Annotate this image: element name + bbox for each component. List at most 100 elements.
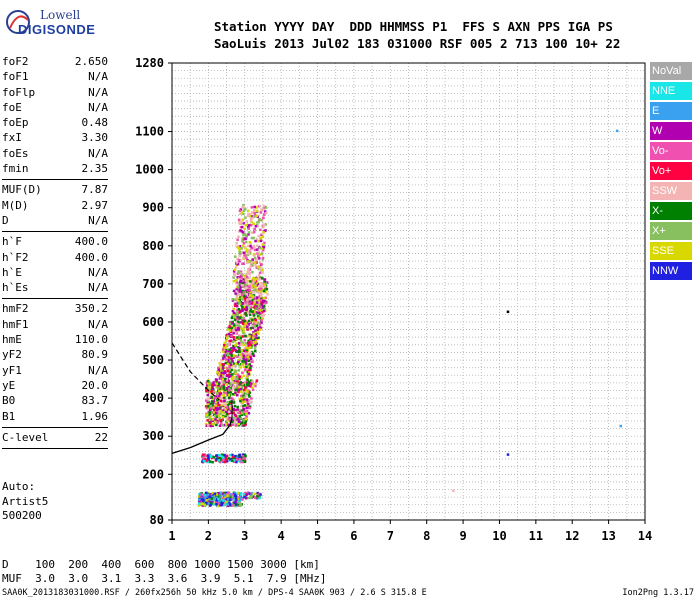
echo-point [206, 381, 210, 385]
echo-point [217, 403, 221, 407]
echo-point [261, 258, 265, 261]
echo-point [254, 329, 257, 332]
echo-point [204, 501, 208, 505]
echo-point [242, 294, 246, 298]
echo-point [206, 405, 210, 408]
echo-point [210, 406, 213, 410]
echo-point [251, 304, 254, 308]
echo-point [249, 355, 252, 359]
y-tick-label: 900 [142, 201, 164, 215]
echo-point [238, 334, 241, 337]
echo-point [248, 406, 252, 410]
echo-point [248, 285, 251, 289]
echo-point [240, 304, 243, 307]
echo-point [231, 381, 234, 384]
echo-point [228, 503, 232, 507]
echo-point [200, 495, 204, 499]
echo-point [227, 406, 230, 410]
echo-point [207, 456, 210, 459]
echo-point [232, 313, 235, 316]
echo-point [218, 499, 222, 503]
echo-point [236, 375, 240, 378]
echo-point [237, 235, 240, 239]
echo-point [214, 419, 217, 423]
echo-point [241, 352, 245, 356]
param-row: B0 83.7 [2, 394, 108, 409]
echo-point [242, 245, 246, 248]
echo-point [244, 283, 247, 287]
echo-point [245, 493, 249, 496]
param-row: foEs N/A [2, 147, 108, 162]
echo-point [239, 229, 242, 232]
echo-point [250, 364, 253, 368]
param-value: 2.97 [81, 198, 109, 212]
echo-point [225, 423, 228, 427]
echo-point [241, 206, 244, 209]
echo-point [243, 346, 247, 350]
echo-point [234, 408, 237, 412]
echo-point [253, 227, 256, 231]
echo-point [253, 334, 256, 338]
param-value: N/A [88, 100, 108, 114]
param-label: B1 [2, 409, 16, 423]
echo-point [264, 290, 267, 294]
echo-point [228, 329, 232, 332]
echo-point [239, 285, 243, 288]
echo-point [242, 209, 246, 213]
echo-point [244, 356, 248, 360]
echo-point [234, 388, 237, 391]
echo-point [237, 270, 240, 273]
echo-point [235, 498, 238, 501]
echo-point [250, 302, 254, 305]
echo-point [234, 292, 237, 295]
echo-point [218, 494, 221, 497]
echo-point [201, 456, 205, 460]
echo-point [238, 250, 242, 254]
echo-point [261, 285, 264, 288]
echo-point [253, 343, 257, 347]
echo-point [246, 226, 250, 229]
echo-point [227, 491, 231, 495]
echo-point [234, 370, 237, 373]
echo-point [235, 295, 238, 298]
x-tick-label: 1 [168, 529, 175, 543]
echo-point [236, 496, 239, 499]
echo-point [207, 390, 210, 393]
echo-point [216, 502, 220, 506]
param-value: N/A [88, 363, 108, 377]
echo-point [231, 459, 234, 463]
echo-point [223, 366, 227, 370]
echo-point [252, 285, 256, 288]
echo-point [248, 363, 251, 366]
echo-point [217, 414, 221, 417]
param-label: yF1 [2, 363, 22, 377]
echo-point [247, 341, 251, 344]
echo-point [241, 308, 244, 312]
echo-point [262, 248, 265, 252]
param-row: foF1 N/A [2, 70, 108, 85]
param-value: N/A [88, 213, 108, 227]
echo-point [226, 401, 230, 404]
echo-point [259, 276, 262, 279]
param-label: hmF2 [2, 302, 29, 316]
echo-point [249, 366, 252, 370]
echo-point [256, 244, 259, 247]
param-row: fmin 2.35 [2, 162, 108, 177]
echo-point [232, 364, 236, 368]
echo-point [224, 493, 228, 496]
param-label: fmin [2, 162, 29, 176]
echo-point [206, 403, 210, 406]
echo-point [249, 339, 252, 343]
echo-point [254, 239, 257, 243]
echo-point [238, 375, 242, 378]
echo-point [238, 415, 241, 418]
echo-point [251, 360, 254, 364]
echo-point [234, 454, 237, 458]
echo-point [235, 299, 238, 302]
echo-point [244, 417, 248, 421]
param-row: hmF2 350.2 [2, 302, 108, 317]
echo-point [247, 233, 250, 236]
echo-point [232, 325, 235, 329]
echo-point [249, 282, 253, 286]
legend-item: SSW [650, 182, 692, 200]
